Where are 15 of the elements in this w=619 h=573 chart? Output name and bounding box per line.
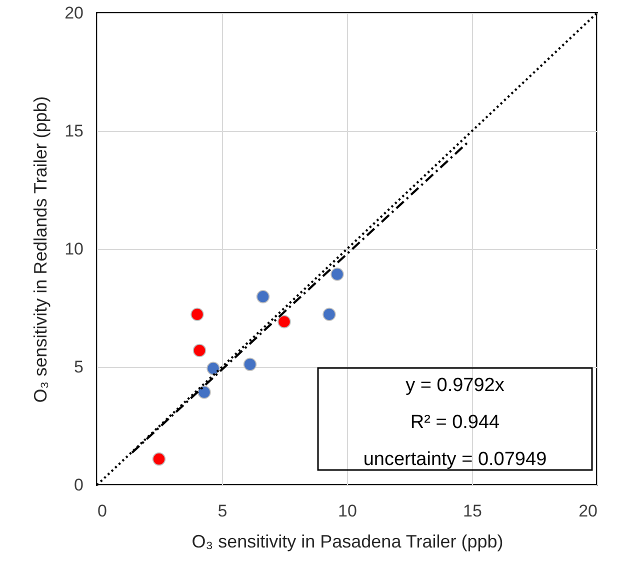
x-tick-label: 10 [338,502,357,520]
y-tick-label: 20 [64,4,84,22]
x-tick-label: 15 [463,502,482,520]
y-tick-label: 5 [74,358,84,376]
y-tick-label: 10 [64,240,84,258]
x-axis-title: O₃ sensitivity in Pasadena Trailer (ppb) [192,532,504,552]
x-tick-label: 5 [218,502,228,520]
annotation: R² = 0.944 [410,412,500,433]
y-tick-label: 15 [64,122,84,140]
x-tick-label: 20 [578,502,598,520]
y-tick-label: 0 [74,476,84,494]
annotation: uncertainty = 0.07949 [363,449,547,470]
annotation: y = 0.9792x [406,375,505,396]
y-axis-title: O₃ sensitivity in Redlands Trailer (ppb) [30,96,51,403]
x-tick-label: 0 [98,502,107,520]
